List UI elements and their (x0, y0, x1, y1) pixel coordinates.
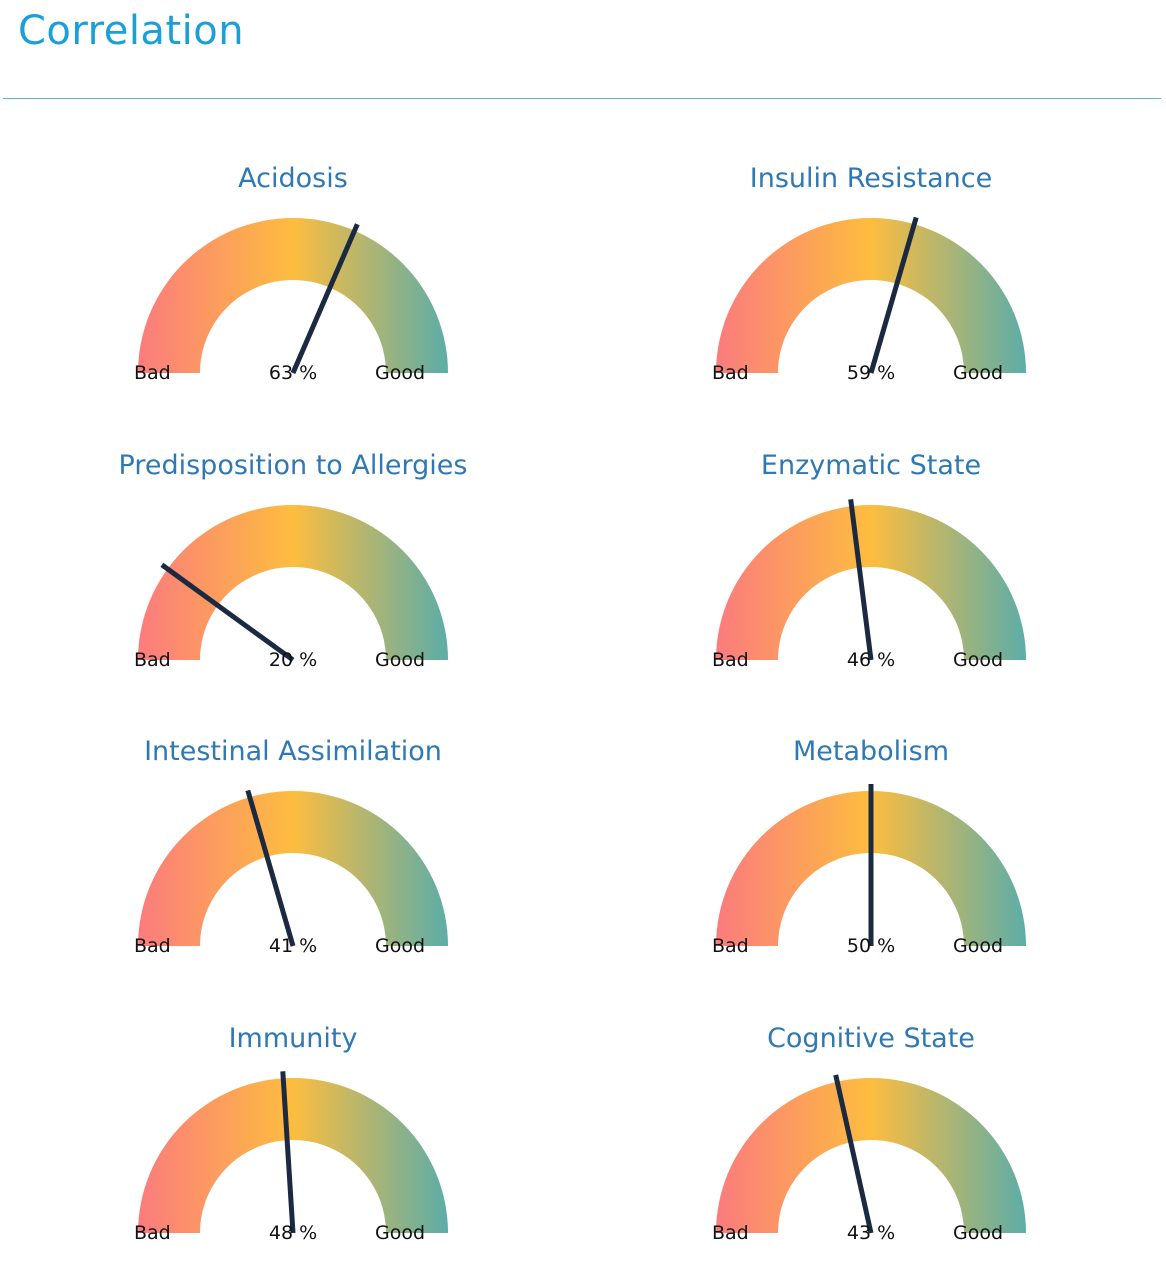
gauge-card: Enzymatic State Bad 46 % Good (671, 450, 1071, 700)
gauge-value-label: 59 % (846, 362, 896, 384)
gauge-max-label: Good (953, 362, 1004, 384)
gauge-value-label: 46 % (846, 649, 896, 671)
gauge-min-label: Bad (712, 362, 749, 384)
gauge-max-label: Good (953, 649, 1004, 671)
gauge-min-label: Bad (134, 935, 171, 957)
gauge-title: Metabolism (792, 736, 950, 767)
gauge-max-label: Good (375, 1222, 426, 1244)
gauge-title: Intestinal Assimilation (144, 736, 442, 767)
gauge-arc (138, 505, 448, 660)
gauge-max-label: Good (375, 649, 426, 671)
gauge-dial (716, 1074, 1026, 1234)
gauge-dial (138, 1071, 448, 1234)
gauge-card: Predisposition to Allergies Bad 20 % Good (93, 450, 493, 700)
gauge-arc (716, 505, 1026, 660)
gauge-dial (138, 789, 448, 947)
gauge-arc (716, 791, 1026, 946)
gauge-needle (280, 1071, 296, 1234)
gauge-needle (868, 216, 919, 374)
gauge-max-label: Good (375, 362, 426, 384)
gauge-value-label: 20 % (268, 649, 318, 671)
gauge-min-label: Bad (712, 649, 749, 671)
gauge-dial (716, 784, 1026, 946)
gauge-min-label: Bad (134, 362, 171, 384)
gauge-arc (138, 218, 448, 373)
gauge-title: Acidosis (238, 163, 348, 194)
gauge-title: Predisposition to Allergies (118, 450, 468, 481)
page-title: Correlation (18, 8, 245, 54)
gauge-card: Metabolism Bad 50 % Good (671, 736, 1071, 986)
gauge-card: Insulin Resistance Bad 59 % Good (671, 163, 1071, 413)
gauge-card: Intestinal Assimilation Bad 41 % Good (93, 736, 493, 986)
gauge-dial (716, 498, 1026, 661)
gauge-min-label: Bad (712, 935, 749, 957)
gauge-max-label: Good (953, 935, 1004, 957)
gauge-arc (716, 1078, 1026, 1233)
gauge-value-label: 63 % (268, 362, 318, 384)
gauge-needle (160, 562, 295, 663)
gauge-title: Insulin Resistance (749, 163, 993, 194)
gauge-needle (290, 223, 360, 374)
title-divider (3, 98, 1161, 99)
gauge-dial (716, 216, 1026, 374)
gauge-card: Acidosis Bad 63 % Good (93, 163, 493, 413)
gauge-min-label: Bad (712, 1222, 749, 1244)
gauge-min-label: Bad (134, 1222, 171, 1244)
gauge-card: Immunity Bad 48 % Good (93, 1023, 493, 1273)
gauge-needle (833, 1074, 874, 1234)
gauge-value-label: 48 % (268, 1222, 318, 1244)
gauge-min-label: Bad (134, 649, 171, 671)
gauge-max-label: Good (375, 935, 426, 957)
gauge-value-label: 41 % (268, 935, 318, 957)
gauge-arc (138, 1078, 448, 1233)
gauge-dial (138, 218, 448, 374)
gauge-title: Immunity (228, 1023, 358, 1054)
gauge-value-label: 43 % (846, 1222, 896, 1244)
gauge-card: Cognitive State Bad 43 % Good (671, 1023, 1071, 1273)
gauge-arc (138, 791, 448, 946)
gauge-title: Cognitive State (767, 1023, 975, 1054)
gauge-dial (138, 505, 448, 663)
gauge-max-label: Good (953, 1222, 1004, 1244)
gauge-title: Enzymatic State (760, 450, 982, 481)
gauge-needle (848, 498, 874, 661)
gauge-arc (716, 218, 1026, 373)
gauge-value-label: 50 % (846, 935, 896, 957)
gauge-needle (245, 789, 296, 947)
